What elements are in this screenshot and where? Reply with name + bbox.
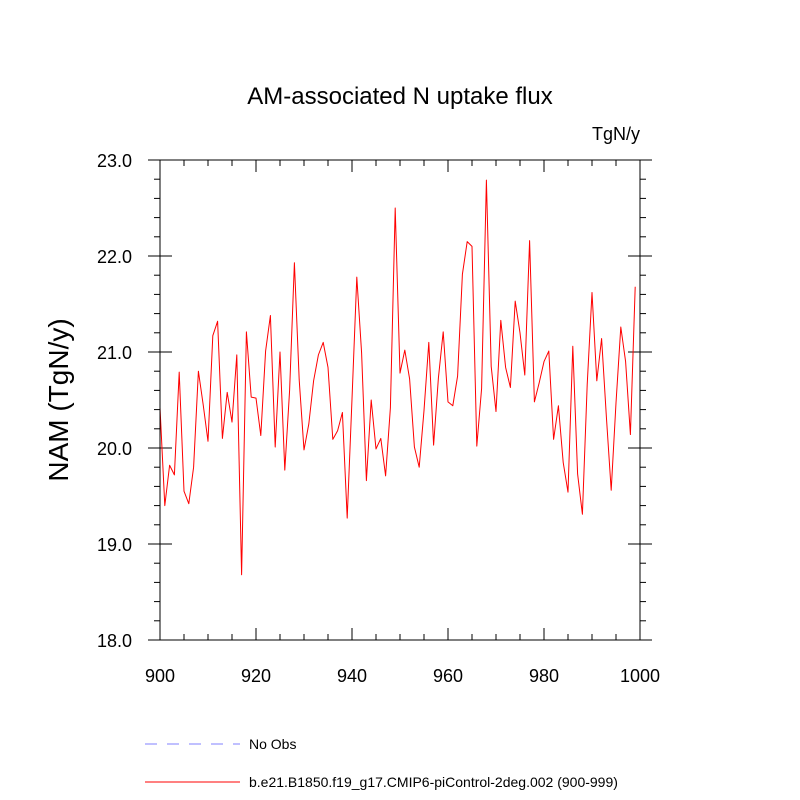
x-tick-label: 940 <box>337 666 367 686</box>
legend: No Obs b.e21.B1850.f19_g17.CMIP6-piContr… <box>145 736 618 790</box>
axis-ticks <box>148 159 652 641</box>
y-tick-label: 20.0 <box>97 439 132 459</box>
x-tick-label: 920 <box>241 666 271 686</box>
series-line <box>159 179 636 576</box>
y-tick-label: 19.0 <box>97 535 132 555</box>
x-tick-label: 980 <box>529 666 559 686</box>
y-tick-label: 18.0 <box>97 631 132 651</box>
chart-title: AM-associated N uptake flux <box>247 83 552 110</box>
tick-labels: 900 920 940 960 980 1000 18.0 19.0 20.0 21.0 22.0 2… <box>97 151 660 686</box>
y-tick-label: 22.0 <box>97 247 132 267</box>
y-tick-label: 23.0 <box>97 151 132 171</box>
units-label: TgN/y <box>592 124 640 144</box>
x-tick-label: 900 <box>145 666 175 686</box>
legend-label-no-obs: No Obs <box>249 736 296 752</box>
y-axis-label: NAM (TgN/y) <box>43 318 74 481</box>
y-tick-label: 21.0 <box>97 343 132 363</box>
x-tick-label: 960 <box>433 666 463 686</box>
x-tick-label: 1000 <box>620 666 660 686</box>
legend-label-model-run: b.e21.B1850.f19_g17.CMIP6-piControl-2deg… <box>249 774 618 790</box>
series-layer <box>159 179 636 576</box>
plot-frame <box>159 159 641 641</box>
